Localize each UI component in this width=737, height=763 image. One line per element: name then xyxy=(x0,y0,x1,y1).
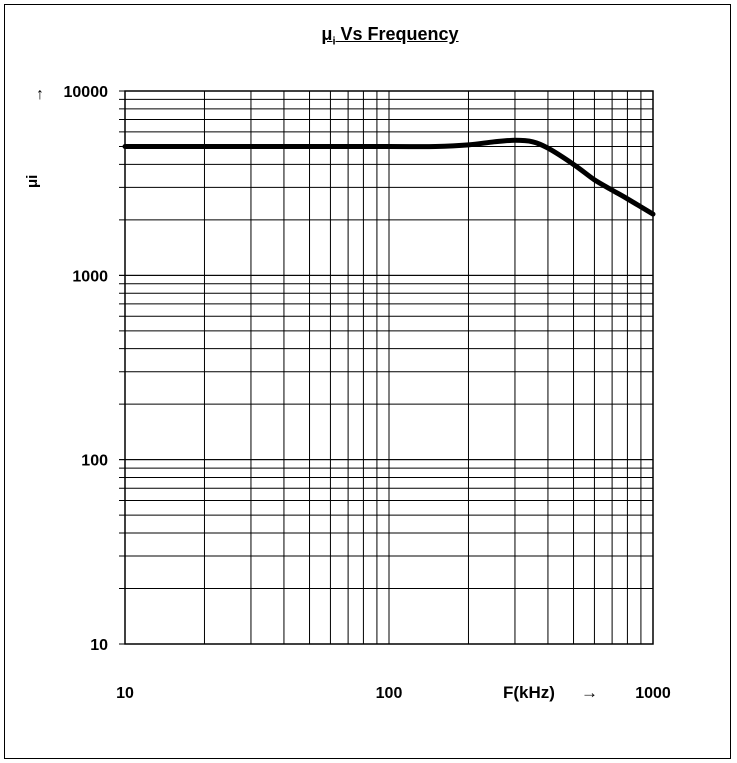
series-line xyxy=(122,137,656,217)
grid-lines xyxy=(119,90,654,645)
y-tick-label: 100 xyxy=(81,453,108,470)
plot-border xyxy=(124,90,654,645)
y-tick-label: 10000 xyxy=(64,84,109,101)
x-tick-label: 10 xyxy=(116,685,134,702)
y-tick-label: 1000 xyxy=(72,268,108,285)
x-tick-label: 100 xyxy=(376,685,403,702)
x-axis-label: F(kHz) xyxy=(503,683,555,702)
chart-title: μi Vs Frequency xyxy=(300,24,480,48)
title-symbol: μ xyxy=(321,24,333,44)
x-arrow-icon: → xyxy=(581,683,598,702)
title-subscript: i xyxy=(332,35,336,48)
y-tick-label: 10 xyxy=(90,637,108,654)
title-text: Vs Frequency xyxy=(340,24,459,44)
y-arrow-icon: ↑ xyxy=(36,86,44,103)
x-tick-label: 1000 xyxy=(635,685,671,702)
tick-labels: 10 100 1000 10000 10 100 1000 xyxy=(64,84,671,702)
